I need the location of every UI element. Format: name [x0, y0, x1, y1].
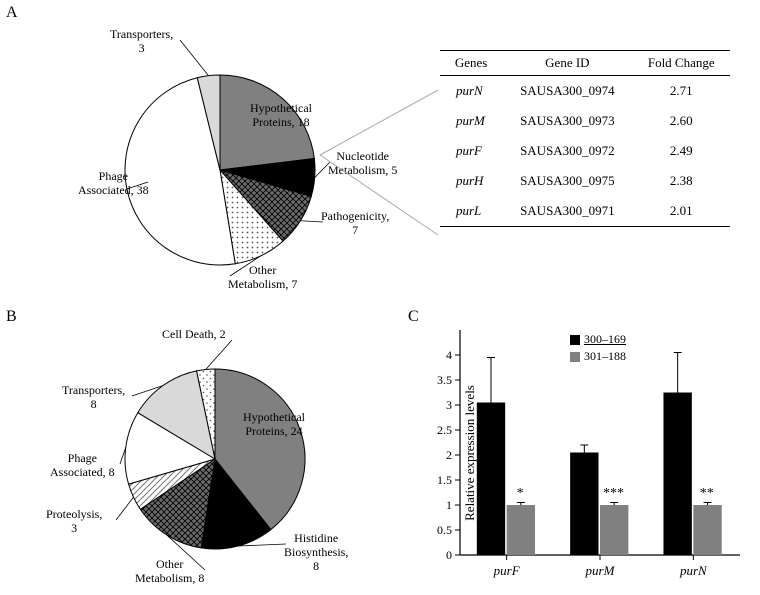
- svg-text:0: 0: [446, 548, 452, 562]
- pie-slice-label: PhageAssociated, 8: [50, 452, 115, 480]
- pie-slice-label: Proteolysis,3: [46, 508, 102, 536]
- table-row: purNSAUSA300_09742.71: [440, 76, 730, 107]
- col-geneid: Gene ID: [502, 51, 632, 76]
- svg-text:3.5: 3.5: [437, 373, 452, 387]
- pie-slice-label: Transporters,8: [62, 384, 125, 412]
- legend-item-2: 301–188: [570, 349, 626, 364]
- bar: [693, 505, 721, 555]
- bar: [507, 505, 535, 555]
- y-axis-label: Relative expression levels: [462, 385, 478, 521]
- legend: 300–169 301–188: [570, 332, 626, 364]
- bar: [600, 505, 628, 555]
- svg-text:purF: purF: [493, 563, 521, 578]
- table-row: purHSAUSA300_09752.38: [440, 166, 730, 196]
- panel-b-pie: HypotheticalProteins, 24 HistidineBiosynt…: [20, 314, 400, 594]
- svg-text:purN: purN: [679, 563, 708, 578]
- svg-text:4: 4: [446, 348, 452, 362]
- col-genes: Genes: [440, 51, 502, 76]
- gene-table: Genes Gene ID Fold Change purNSAUSA300_0…: [440, 50, 730, 227]
- svg-text:3: 3: [446, 398, 452, 412]
- bar: [477, 403, 505, 556]
- svg-text:**: **: [700, 486, 714, 501]
- pie-slice-label: HypotheticalProteins, 24: [243, 411, 305, 439]
- pie-slice-label: Cell Death, 2: [162, 328, 226, 342]
- panel-c-barchart: Relative expression levels 0 0.5 1 1.5 2 2.5 3…: [410, 320, 750, 585]
- table-row: purMSAUSA300_09732.60: [440, 106, 730, 136]
- svg-text:0.5: 0.5: [437, 523, 452, 537]
- table-row: purFSAUSA300_09722.49: [440, 136, 730, 166]
- panel-b-label: B: [6, 308, 17, 326]
- svg-text:2.5: 2.5: [437, 423, 452, 437]
- pie-slice-label: HistidineBiosynthesis,8: [284, 532, 348, 573]
- svg-text:2: 2: [446, 448, 452, 462]
- pie-slice-label: OtherMetabolism, 8: [135, 558, 204, 586]
- bar: [570, 453, 598, 556]
- svg-text:1: 1: [446, 498, 452, 512]
- svg-text:1.5: 1.5: [437, 473, 452, 487]
- bar: [663, 393, 691, 556]
- svg-text:*: *: [517, 486, 524, 501]
- svg-text:purM: purM: [585, 563, 616, 578]
- table-row: purLSAUSA300_09712.01: [440, 196, 730, 227]
- legend-item-1: 300–169: [570, 332, 626, 347]
- col-fold: Fold Change: [633, 51, 731, 76]
- svg-text:***: ***: [603, 486, 624, 501]
